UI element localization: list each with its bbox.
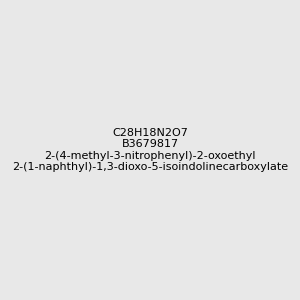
- Text: C28H18N2O7
B3679817
2-(4-methyl-3-nitrophenyl)-2-oxoethyl
2-(1-naphthyl)-1,3-dio: C28H18N2O7 B3679817 2-(4-methyl-3-nitrop…: [12, 128, 288, 172]
